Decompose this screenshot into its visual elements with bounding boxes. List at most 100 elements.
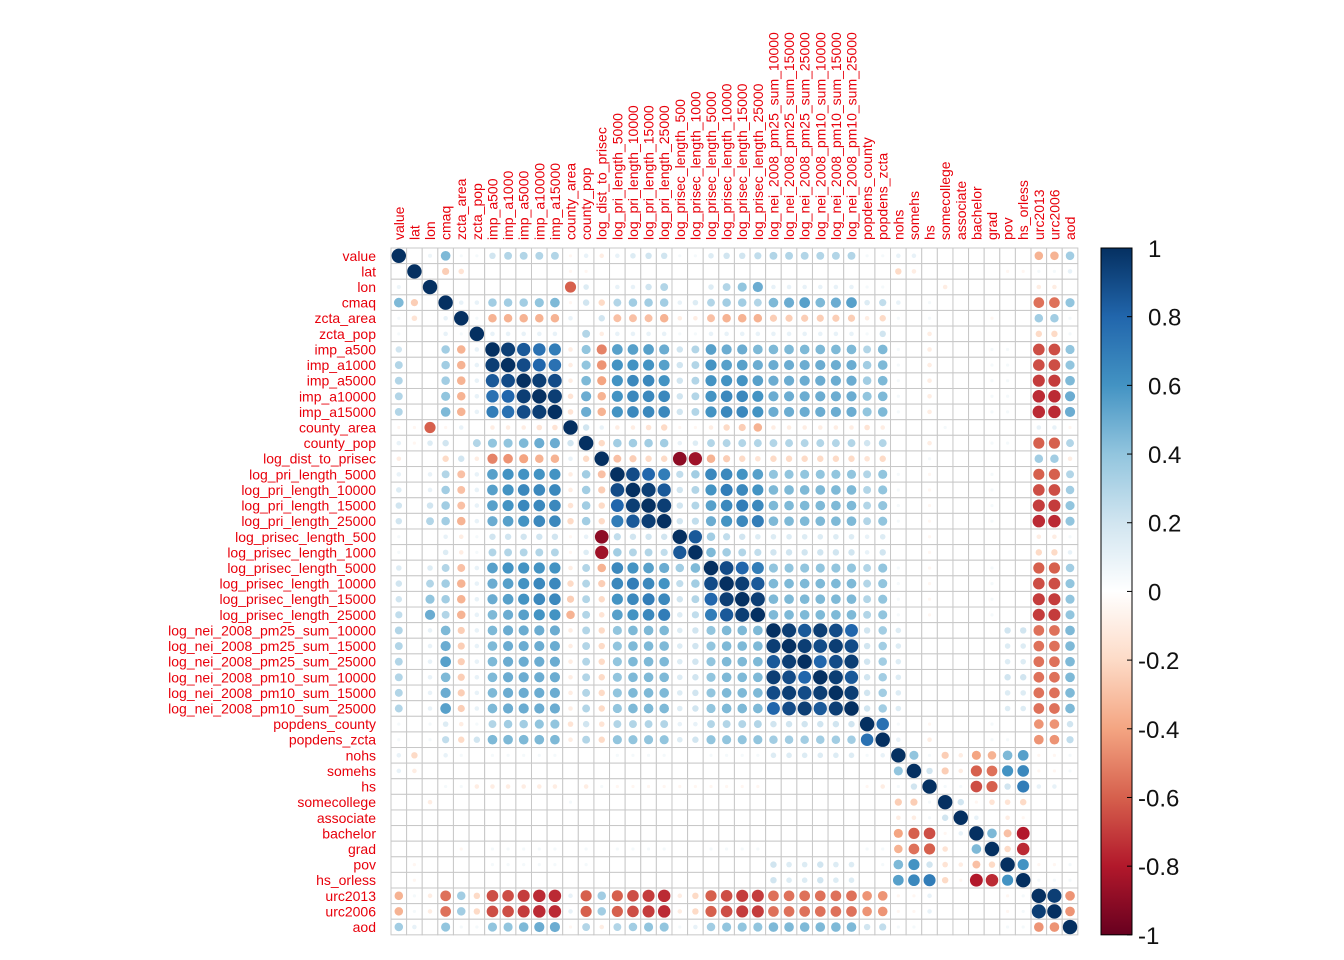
correlation-circle [943,425,947,430]
correlation-circle [394,907,404,916]
correlation-circle [658,593,670,606]
correlation-circle [735,592,750,607]
correlation-circle [832,455,840,462]
correlation-circle [502,593,514,605]
correlation-circle [474,674,480,680]
correlation-circle [518,922,529,932]
correlation-circle [896,597,900,601]
correlation-circle [1033,922,1044,932]
correlation-circle [896,410,900,414]
correlation-circle [1019,627,1027,634]
correlation-circle [801,533,808,540]
correlation-circle [815,406,826,417]
correlation-circle [504,548,513,557]
correlation-circle [693,254,698,258]
correlation-circle [705,344,717,355]
correlation-circle [1049,640,1060,652]
correlation-circle [598,517,605,525]
grid-cell [593,793,611,811]
column-label: log_dist_to_prisec [594,127,610,240]
correlation-circle [424,609,436,620]
correlation-circle [487,922,498,932]
correlation-circle [393,297,404,308]
correlation-circle [660,548,668,556]
correlation-circle [598,486,606,494]
correlation-circle [549,515,561,527]
grid-cell [983,887,1001,905]
correlation-circle [740,847,744,851]
correlation-circle [1048,468,1061,480]
correlation-circle [738,423,746,432]
correlation-circle [428,738,432,742]
correlation-circle [848,720,855,728]
grid-cell [749,809,767,827]
correlation-circle [692,440,699,446]
correlation-circle [847,735,856,744]
grid-cell [546,825,564,842]
correlation-circle [833,425,839,430]
correlation-circle [610,499,624,513]
correlation-circle [833,284,839,290]
correlation-circle [771,331,776,337]
correlation-circle [458,300,464,305]
grid-cell [1014,434,1032,452]
grid-cell [546,793,564,811]
grid-cell [515,809,532,827]
column-label: county_area [563,163,579,240]
grid-cell [968,653,985,670]
grid-cell [437,809,454,827]
correlation-circle [504,533,512,541]
row-label: pov [353,857,376,873]
correlation-circle [844,701,859,716]
correlation-circle [673,545,687,560]
grid-cell [484,793,501,811]
correlation-circle [1004,674,1011,681]
colorbar-tick-label: -0.8 [1138,854,1179,881]
correlation-circle [881,847,885,851]
correlation-circle [553,753,557,757]
grid-cell [968,450,985,468]
grid-cell [421,747,439,764]
grid-cell [390,778,408,795]
grid-cell [655,825,673,842]
correlation-circle [863,439,871,447]
row-label: zcta_pop [319,326,376,342]
correlation-circle [942,861,948,868]
correlation-circle [645,455,652,462]
grid-cell [499,793,517,811]
correlation-circle [863,689,871,697]
correlation-circle [926,767,933,775]
correlation-circle [676,580,684,588]
correlation-circle [896,909,900,914]
column-label: log_prisec_length_5000 [703,91,719,240]
correlation-circle [459,332,463,336]
correlation-circle [582,704,591,713]
correlation-circle [783,890,795,902]
grid-cell [780,778,798,795]
correlation-circle [646,784,651,789]
grid-cell [968,466,985,483]
correlation-circle [958,862,964,867]
correlation-circle [644,720,653,729]
correlation-circle [878,501,888,511]
correlation-circle [501,389,515,403]
correlation-circle [534,438,545,449]
correlation-circle [552,424,558,431]
correlation-circle [412,425,417,430]
correlation-circle [396,768,402,774]
correlation-circle [693,425,698,430]
grid-cell [593,856,611,873]
grid-cell [406,512,423,530]
correlation-circle [754,252,762,260]
correlation-circle [672,451,687,466]
grid-cell [640,825,657,842]
correlation-circle [799,485,810,495]
grid-cell [952,341,970,358]
correlation-circle [878,657,887,666]
correlation-circle [644,548,653,557]
column-label: log_prisec_length_25000 [750,83,766,240]
grid-cell [687,856,704,873]
grid-cell [609,263,626,280]
grid-cell [858,809,876,827]
correlation-circle [549,484,561,496]
